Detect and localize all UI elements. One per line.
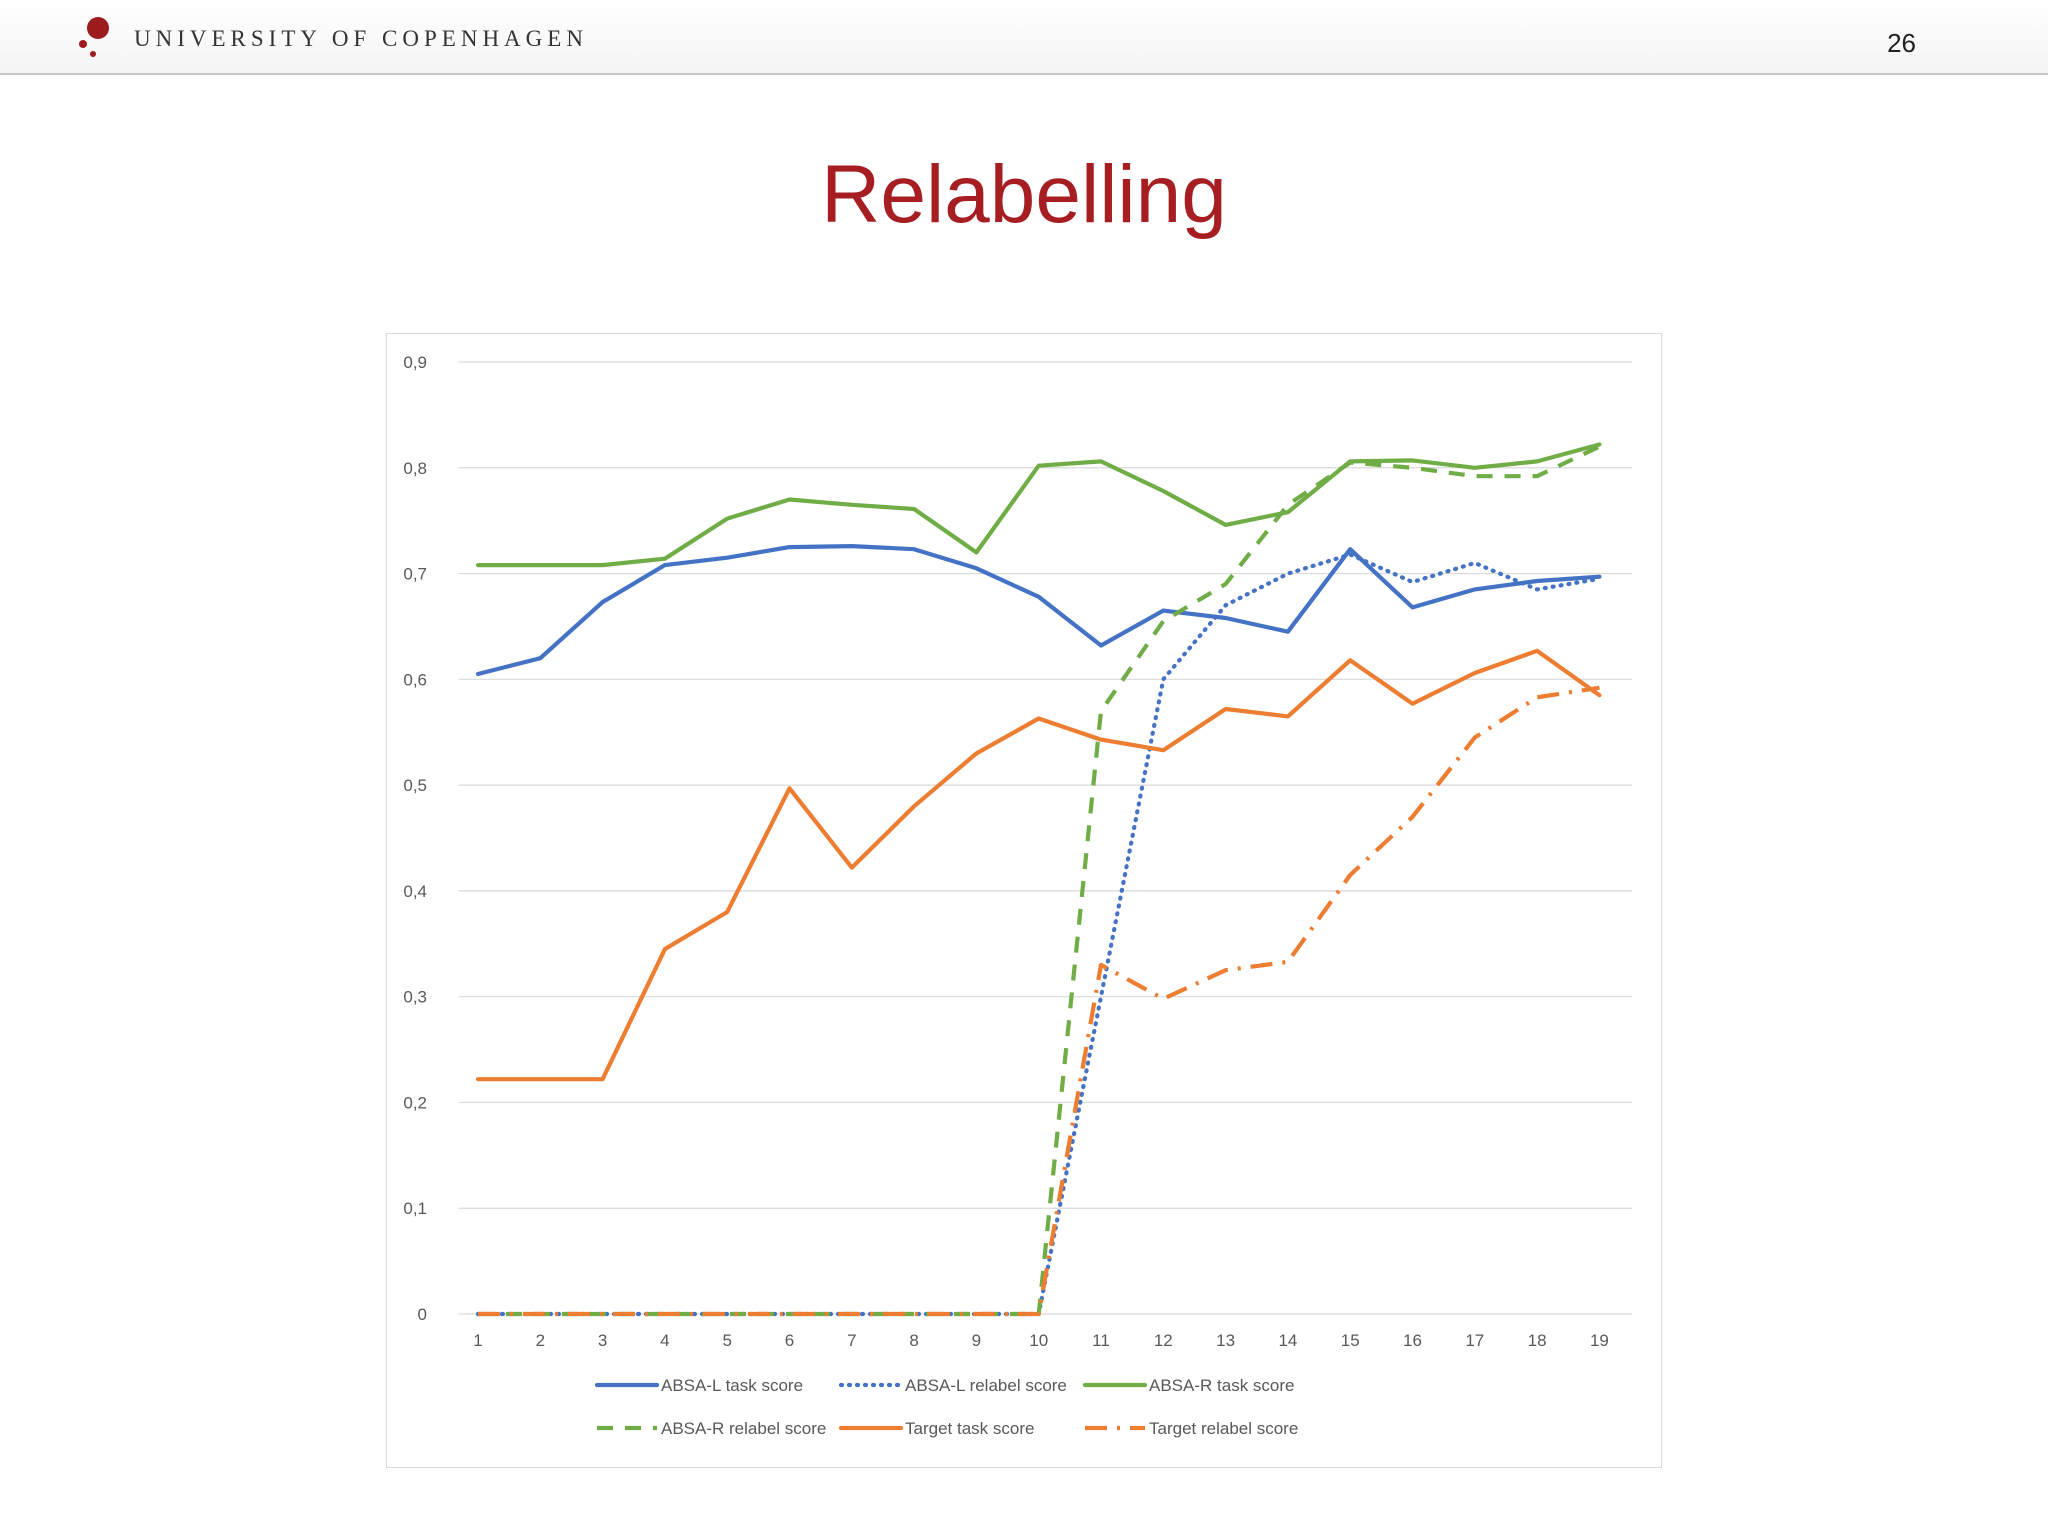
x-tick-label: 7 <box>847 1331 856 1350</box>
x-tick-label: 16 <box>1403 1331 1422 1350</box>
university-seal-icon <box>79 17 109 57</box>
x-tick-label: 6 <box>785 1331 794 1350</box>
series-line-absa-l-task-score <box>475 544 1602 677</box>
x-tick-label: 12 <box>1154 1331 1173 1350</box>
series-line-absa-l-relabel-score <box>475 552 1602 1317</box>
y-tick-label: 0,6 <box>403 670 427 689</box>
y-tick-label: 0,3 <box>403 988 427 1007</box>
slide-header: UNIVERSITY OF COPENHAGEN 26 <box>0 0 2048 75</box>
university-name: UNIVERSITY OF COPENHAGEN <box>134 26 588 51</box>
legend-label: ABSA-R relabel score <box>661 1419 826 1438</box>
slide-title: Relabelling <box>821 149 1227 240</box>
line-chart: 00,10,20,30,40,50,60,70,80,91 2 3 4 5 6 7 8 9 10 1… <box>403 353 1632 1438</box>
x-tick-label: 10 <box>1029 1331 1048 1350</box>
x-tick-label: 19 <box>1590 1331 1609 1350</box>
x-tick-label: 18 <box>1528 1331 1547 1350</box>
legend-label: Target task score <box>905 1419 1034 1438</box>
x-tick-label: 5 <box>722 1331 731 1350</box>
x-tick-label: 11 <box>1092 1331 1110 1350</box>
legend-label: ABSA-R task score <box>1149 1376 1295 1395</box>
page-number: 26 <box>1887 28 1916 58</box>
series-line-target-relabel-score <box>478 685 1600 1317</box>
x-tick-label: 17 <box>1465 1331 1484 1350</box>
y-tick-label: 0,4 <box>403 882 427 901</box>
x-tick-label: 1 <box>473 1331 482 1350</box>
y-tick-label: 0,5 <box>403 776 427 795</box>
x-tick-label: 8 <box>909 1331 918 1350</box>
series-line-absa-r-task-score <box>475 442 1602 568</box>
y-tick-label: 0,7 <box>403 565 427 584</box>
series-line-target-task-score <box>475 648 1602 1082</box>
y-tick-label: 0,9 <box>403 353 427 372</box>
y-tick-label: 0,1 <box>403 1199 427 1218</box>
x-tick-label: 15 <box>1341 1331 1360 1350</box>
legend-label: ABSA-L relabel score <box>905 1376 1067 1395</box>
legend-label: ABSA-L task score <box>661 1376 803 1395</box>
x-tick-label: 4 <box>660 1331 669 1350</box>
x-tick-label: 13 <box>1216 1331 1235 1350</box>
x-tick-label: 9 <box>972 1331 981 1350</box>
chart-frame: 0 0,1 0,2 0,3 0,4 0,5 0,6 0,7 0,8 0,9 1 2 3 4 5 6 7 8 9 10 1… <box>386 333 1662 1468</box>
x-tick-label: 3 <box>598 1331 607 1350</box>
legend-label: Target relabel score <box>1149 1419 1298 1438</box>
x-tick-label: 14 <box>1278 1331 1297 1350</box>
y-tick-label: 0,2 <box>403 1093 427 1112</box>
y-tick-label: 0 <box>418 1305 427 1324</box>
y-tick-label: 0,8 <box>403 459 427 478</box>
x-tick-label: 2 <box>536 1331 545 1350</box>
